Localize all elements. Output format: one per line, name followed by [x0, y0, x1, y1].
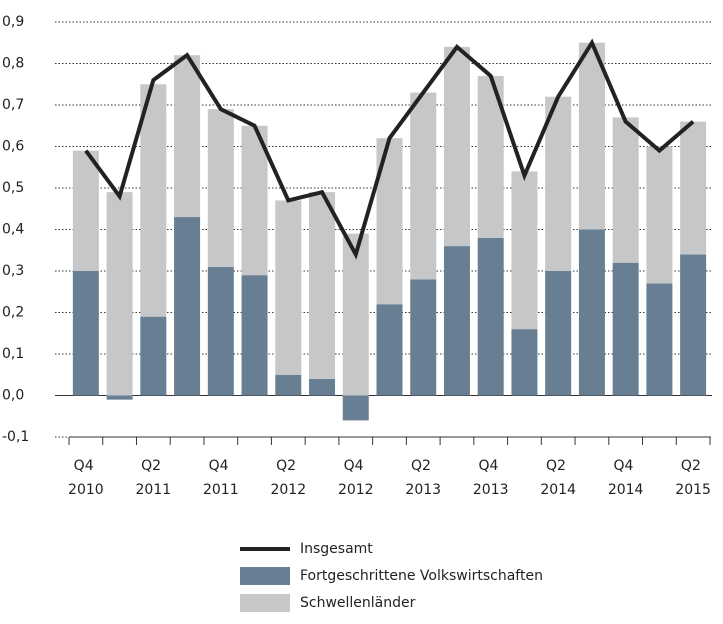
legend-label: Fortgeschrittene Volkswirtschaften: [300, 568, 543, 584]
bar: [477, 237, 504, 396]
bar: [140, 316, 167, 396]
bar: [241, 275, 268, 396]
bar: [72, 150, 99, 271]
x-tick-label: Q4 2011: [203, 458, 239, 498]
x-tick-label: Q2 2011: [136, 458, 172, 498]
bar: [275, 374, 302, 396]
bar: [72, 271, 99, 396]
y-tick-label: 0,9: [2, 14, 24, 30]
y-tick-label: 0,2: [2, 305, 24, 321]
bar: [309, 192, 336, 379]
legend-swatch: [240, 594, 290, 612]
bar: [545, 96, 572, 271]
x-tick-label: Q4 2013: [473, 458, 509, 498]
y-tick-label: 0,7: [2, 97, 24, 113]
x-tick-label: Q2 2015: [675, 458, 711, 498]
bar: [174, 217, 201, 396]
legend-swatch: [240, 567, 290, 585]
bar: [241, 125, 268, 276]
x-tick-label: Q4 2014: [608, 458, 644, 498]
y-tick-label: 0,6: [2, 139, 24, 155]
y-tick-label: 0,5: [2, 180, 24, 196]
y-tick-label: 0,3: [2, 263, 24, 279]
bar: [545, 271, 572, 396]
bar: [376, 304, 403, 396]
bar: [511, 171, 538, 330]
bar: [646, 146, 673, 284]
line: [84, 38, 695, 260]
bar: [207, 266, 234, 396]
bar: [443, 246, 470, 396]
bar: [680, 121, 707, 255]
y-tick-label: 0,0: [2, 388, 24, 404]
bar: [578, 229, 605, 396]
bar: [578, 42, 605, 230]
y-tick-label: 0,1: [2, 346, 24, 362]
bar: [309, 378, 336, 396]
bar: [106, 395, 133, 400]
bar: [207, 109, 234, 267]
legend-label: Insgesamt: [300, 541, 373, 557]
bar: [410, 92, 437, 280]
legend-label: Schwellenländer: [300, 595, 416, 611]
bar: [106, 192, 133, 396]
x-tick-label: Q4 2010: [68, 458, 104, 498]
x-tick-label: Q2 2014: [540, 458, 576, 498]
bar: [680, 254, 707, 396]
bar: [612, 262, 639, 396]
bar: [612, 117, 639, 263]
bar: [140, 84, 167, 317]
bar: [342, 233, 369, 396]
bar: [275, 200, 302, 375]
y-tick-label: -0,1: [2, 429, 29, 445]
bar: [174, 55, 201, 218]
y-tick-label: 0,8: [2, 56, 24, 72]
x-tick-label: Q2 2013: [405, 458, 441, 498]
bar: [342, 395, 369, 421]
bar: [511, 329, 538, 396]
bar: [410, 279, 437, 396]
bar: [646, 283, 673, 396]
y-tick-label: 0,4: [2, 222, 24, 238]
bar: [443, 46, 470, 247]
x-tick-label: Q2 2012: [270, 458, 306, 498]
x-tick-label: Q4 2012: [338, 458, 374, 498]
